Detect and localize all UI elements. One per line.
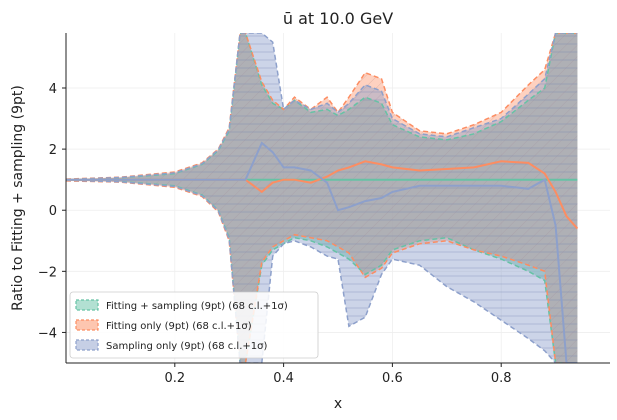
central-lines	[66, 141, 579, 363]
x-tick-label: 0.4	[273, 371, 294, 386]
y-tick-label: −4	[38, 326, 57, 341]
lower-bound-line-2	[66, 180, 578, 363]
legend-swatch	[75, 319, 99, 331]
y-tick-label: 0	[49, 204, 57, 219]
legend-label: Fitting only (9pt) (68 c.l.+1σ)	[106, 321, 252, 332]
x-tick-label: 0.6	[382, 371, 403, 386]
legend-label: Fitting + sampling (9pt) (68 c.l.+1σ)	[106, 301, 288, 312]
y-tick-label: −2	[38, 265, 57, 280]
x-tick-label: 0.8	[491, 371, 512, 386]
y-tick-label: 4	[49, 82, 57, 97]
chart-title: ū at 10.0 GeV	[283, 9, 393, 28]
legend-swatch	[75, 299, 99, 311]
band-boundaries	[66, 33, 578, 363]
error-band-hatch-3	[66, 33, 578, 363]
lower-bound-line-3	[66, 179, 578, 363]
y-ticks: −4 −2 0 2 4	[38, 82, 66, 341]
legend-label: Sampling only (9pt) (68 c.l.+1σ)	[106, 341, 267, 352]
x-tick-label: 0.2	[164, 371, 185, 386]
error-bands	[66, 33, 578, 363]
y-axis-label: Ratio to Fitting + sampling (9pt)	[10, 85, 26, 311]
legend: Fitting + sampling (9pt) (68 c.l.+1σ) Fit…	[69, 291, 319, 359]
central-line-3	[66, 141, 578, 363]
legend-box	[69, 291, 319, 359]
x-axis-label: x	[334, 396, 342, 412]
x-ticks: 0.2 0.4 0.6 0.8	[164, 363, 512, 386]
y-tick-label: 2	[49, 143, 57, 158]
legend-swatch	[75, 339, 99, 351]
lower-bound-line-1	[66, 179, 578, 363]
upper-bound-line-3	[66, 33, 578, 181]
